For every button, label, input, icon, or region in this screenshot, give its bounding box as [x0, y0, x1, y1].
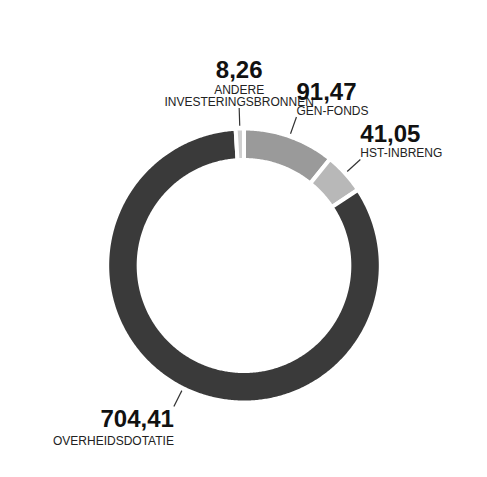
svg-text:91,47: 91,47 [296, 78, 356, 105]
svg-text:ANDEREINVESTERINGSBRONNEN: ANDEREINVESTERINGSBRONNEN [164, 83, 313, 109]
svg-text:704,41: 704,41 [100, 405, 173, 432]
svg-text:HST-INBRENG: HST-INBRENG [360, 146, 442, 160]
svg-text:OVERHEIDSDOTATIE: OVERHEIDSDOTATIE [53, 434, 174, 448]
svg-text:8,26: 8,26 [216, 56, 263, 83]
svg-text:GEN-FONDS: GEN-FONDS [296, 104, 369, 118]
svg-text:41,05: 41,05 [360, 120, 420, 147]
